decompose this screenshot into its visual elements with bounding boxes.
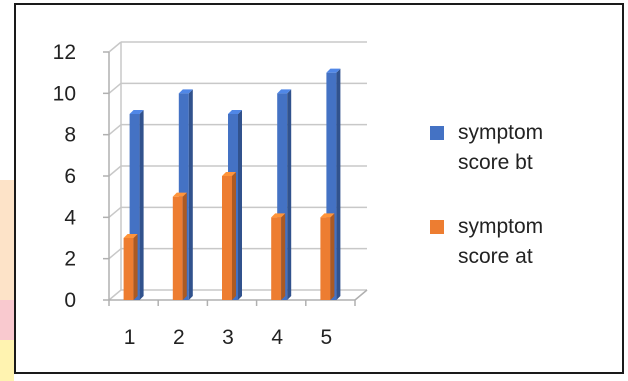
background-strip bbox=[0, 300, 14, 340]
bar-at-2-top bbox=[172, 192, 187, 197]
gridline-depth bbox=[108, 41, 122, 53]
bar-at-3 bbox=[222, 172, 236, 300]
x-tick-label: 2 bbox=[173, 326, 185, 349]
bar-at-3-side bbox=[232, 172, 236, 300]
legend-label-bt: symptom score bt bbox=[458, 121, 544, 174]
y-tick-label: 4 bbox=[64, 206, 76, 229]
x-tick-label: 5 bbox=[321, 326, 333, 349]
bar-at-3-front bbox=[222, 176, 232, 300]
bar-bt-5-side bbox=[336, 68, 341, 301]
bar-at-4-top bbox=[271, 213, 286, 218]
bar-bt-2-top bbox=[178, 89, 193, 94]
gridline-depth bbox=[108, 248, 122, 260]
bar-at-3-top bbox=[222, 172, 236, 176]
bar-bt-3-side bbox=[238, 110, 242, 300]
bar-at-4-front bbox=[271, 217, 282, 300]
bar-bt-1-side bbox=[139, 110, 144, 300]
bar-at-1-front bbox=[123, 238, 134, 300]
bar-at-1-side bbox=[133, 234, 138, 300]
bar-bt-3-top bbox=[228, 110, 242, 114]
y-tick-label: 2 bbox=[64, 248, 76, 271]
gridline-depth bbox=[108, 82, 122, 94]
x-tick-label: 1 bbox=[124, 326, 136, 349]
gridline-depth bbox=[108, 124, 122, 136]
bar-bt-4-front bbox=[277, 93, 288, 300]
gridline-depth bbox=[108, 289, 122, 301]
bar-bt-4-side bbox=[287, 89, 292, 300]
bar-at-5-side bbox=[330, 213, 335, 300]
bars bbox=[123, 68, 341, 301]
bar-at-2 bbox=[172, 192, 187, 300]
bar-bt-5-front bbox=[326, 72, 337, 301]
legend: symptom score bt symptom score at bbox=[430, 118, 620, 306]
y-tick-label: 6 bbox=[64, 165, 76, 188]
y-tick-label: 12 bbox=[53, 41, 76, 64]
bar-bt-4-top bbox=[277, 89, 292, 94]
bar-at-4 bbox=[271, 213, 286, 300]
bar-bt-5-top bbox=[326, 68, 341, 73]
y-tick-label: 10 bbox=[53, 82, 76, 105]
bar-at-5 bbox=[320, 213, 335, 300]
bar-at-1 bbox=[123, 234, 138, 300]
bar-at-2-front bbox=[172, 196, 183, 300]
y-tick-label: 8 bbox=[64, 124, 76, 147]
bar-bt-5 bbox=[326, 68, 341, 301]
y-tick-label: 0 bbox=[64, 289, 76, 312]
bar-bt-2-side bbox=[188, 89, 193, 300]
legend-swatch-bt bbox=[430, 126, 444, 140]
bar-bt-4 bbox=[277, 89, 292, 300]
bar-bt-1 bbox=[129, 110, 144, 300]
background-strip bbox=[0, 340, 14, 381]
bar-at-2-side bbox=[182, 192, 187, 300]
gridline-depth bbox=[108, 206, 122, 218]
x-tick-label: 4 bbox=[271, 326, 283, 349]
bar-bt-1-front bbox=[129, 114, 140, 300]
chart-frame bbox=[14, 3, 624, 374]
legend-swatch-at bbox=[430, 220, 444, 234]
x-tick-label: 3 bbox=[222, 326, 234, 349]
bar-at-5-front bbox=[320, 217, 331, 300]
bar-at-1-top bbox=[123, 234, 138, 238]
background-strip bbox=[0, 180, 14, 300]
legend-label-at: symptom score at bbox=[458, 215, 544, 268]
bar-at-4-side bbox=[281, 213, 286, 300]
bar-at-5-top bbox=[320, 213, 335, 218]
legend-item-at: symptom score at bbox=[430, 212, 620, 272]
x-axis-depth bbox=[354, 289, 368, 301]
gridline-depth bbox=[108, 165, 122, 177]
legend-item-bt: symptom score bt bbox=[430, 118, 620, 178]
bar-bt-1-top bbox=[129, 110, 144, 114]
